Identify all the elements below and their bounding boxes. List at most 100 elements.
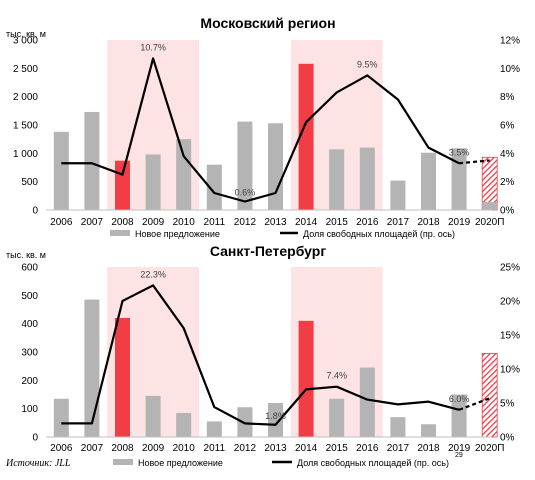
x-tick-label: 2013 (264, 443, 287, 454)
right-tick-label: 15% (500, 331, 520, 342)
x-tick-label: 2017 (387, 443, 410, 454)
x-tick-label: 2018 (417, 443, 440, 454)
x-tick-label: 2009 (142, 217, 165, 228)
left-tick-label: 1 000 (13, 149, 38, 160)
x-tick-label: 2015 (326, 443, 349, 454)
bar-2013 (268, 123, 283, 210)
x-tick-label: 2019 (448, 443, 471, 454)
vacancy-data-label: 6.0% (449, 394, 470, 404)
right-tick-label: 5% (500, 399, 515, 410)
bar-2012 (237, 121, 253, 210)
bar-2019 (451, 148, 467, 210)
x-tick-label: 2007 (81, 443, 104, 454)
x-tick-label: 2017 (387, 217, 410, 228)
x-tick-label: 2012 (234, 443, 257, 454)
bar-2010 (176, 139, 192, 210)
vacancy-data-label: 10.7% (140, 42, 166, 52)
bar-2008 (115, 318, 130, 437)
x-tick-label: 2018 (417, 217, 440, 228)
x-tick-label: 2016 (356, 217, 379, 228)
x-tick-label: 2008 (111, 443, 134, 454)
vacancy-data-label: 7.4% (326, 371, 347, 381)
bar-2006 (53, 131, 69, 210)
chart-spb: Санкт-Петербург тыс. кв. м 0 100 200 300 400… (6, 243, 520, 468)
bar-2012 (237, 407, 253, 437)
legend-bar-swatch (113, 459, 133, 465)
chart-moscow-unit-label: тыс. кв. м (6, 29, 46, 39)
bar-2020П (481, 353, 498, 438)
x-tick-label: 2011 (204, 217, 226, 228)
x-tick-label: 2007 (81, 217, 104, 228)
left-tick-label: 2 500 (13, 64, 38, 75)
x-tick-label: 2006 (50, 443, 73, 454)
bar-2011 (206, 164, 222, 210)
chart-moscow: Московский регион тыс. кв. м 0 500 1 000 1 … (6, 15, 520, 239)
bar-2009 (145, 154, 161, 210)
right-tick-label: 2% (500, 177, 515, 188)
legend-bar-swatch (110, 230, 130, 236)
right-tick-label: 6% (500, 121, 515, 132)
bar-2007 (84, 299, 100, 437)
bar-2014 (298, 320, 314, 437)
right-tick-label: 10% (500, 64, 520, 75)
left-tick-label: 100 (21, 404, 38, 415)
x-tick-label: 2014 (295, 443, 318, 454)
bar-2007 (84, 111, 100, 210)
legend-bar-label: Новое предложение (135, 229, 220, 239)
bar-overlay-2020П (482, 202, 498, 210)
vacancy-line-forecast (458, 159, 490, 165)
chart-moscow-legend: Новое предложение Доля свободных площаде… (110, 229, 455, 239)
left-tick-label: 2 000 (13, 92, 38, 103)
legend-line-label: Доля свободных площадей (пр. ось) (303, 229, 455, 239)
x-tick-label: 2020П (475, 443, 504, 454)
x-tick-label: 2020П (475, 217, 504, 228)
right-tick-label: 0% (500, 433, 515, 444)
chart-spb-unit-label: тыс. кв. м (6, 250, 46, 260)
bar-2018 (421, 424, 436, 437)
bar-2017 (390, 417, 406, 437)
chart-moscow-title: Московский регион (200, 15, 335, 31)
left-tick-label: 400 (21, 319, 38, 330)
x-tick-label: 2012 (234, 217, 257, 228)
bar-2014 (298, 63, 314, 210)
bar-2017 (390, 180, 406, 210)
left-tick-label: 600 (21, 263, 38, 274)
left-tick-label: 300 (21, 348, 38, 359)
x-tick-label: 2011 (204, 443, 226, 454)
right-tick-label: 10% (500, 365, 520, 376)
left-tick-label: 1 500 (13, 121, 38, 132)
right-tick-label: 0% (500, 206, 515, 217)
right-tick-label: 12% (500, 36, 520, 47)
vacancy-data-label: 9.5% (357, 59, 378, 69)
chart-spb-legend: Новое предложение Доля свободных площаде… (113, 458, 449, 468)
vacancy-data-label: 0.6% (235, 188, 256, 198)
vacancy-data-label: 22.3% (140, 269, 166, 279)
source-note: Источник: JLL (5, 458, 71, 469)
bar-2016 (359, 367, 375, 437)
x-tick-label: 2015 (326, 217, 349, 228)
right-tick-label: 25% (500, 263, 520, 274)
bar-2011 (206, 421, 222, 437)
bar-2015 (329, 149, 345, 210)
bar-2013 (268, 403, 283, 437)
vacancy-line-forecast (458, 397, 491, 411)
bar-2009 (145, 395, 161, 437)
x-tick-label: 2009 (142, 443, 165, 454)
right-tick-label: 4% (500, 149, 515, 160)
left-tick-label: 3 000 (13, 36, 38, 47)
x-tick-label: 2010 (173, 217, 196, 228)
bar-2010 (176, 412, 192, 437)
legend-line-label: Доля свободных площадей (пр. ось) (297, 458, 449, 468)
bar-2015 (329, 398, 345, 437)
left-tick-label: 200 (21, 376, 38, 387)
bar-2018 (421, 152, 436, 210)
right-tick-label: 20% (500, 297, 520, 308)
right-tick-label: 8% (500, 92, 515, 103)
x-tick-label: 2016 (356, 443, 379, 454)
left-tick-label: 500 (21, 177, 38, 188)
bar-2019 (451, 394, 467, 437)
x-tick-label: 2006 (50, 217, 73, 228)
vacancy-data-label: 1.8% (265, 411, 286, 421)
vacancy-data-label: 3.5% (449, 147, 470, 157)
